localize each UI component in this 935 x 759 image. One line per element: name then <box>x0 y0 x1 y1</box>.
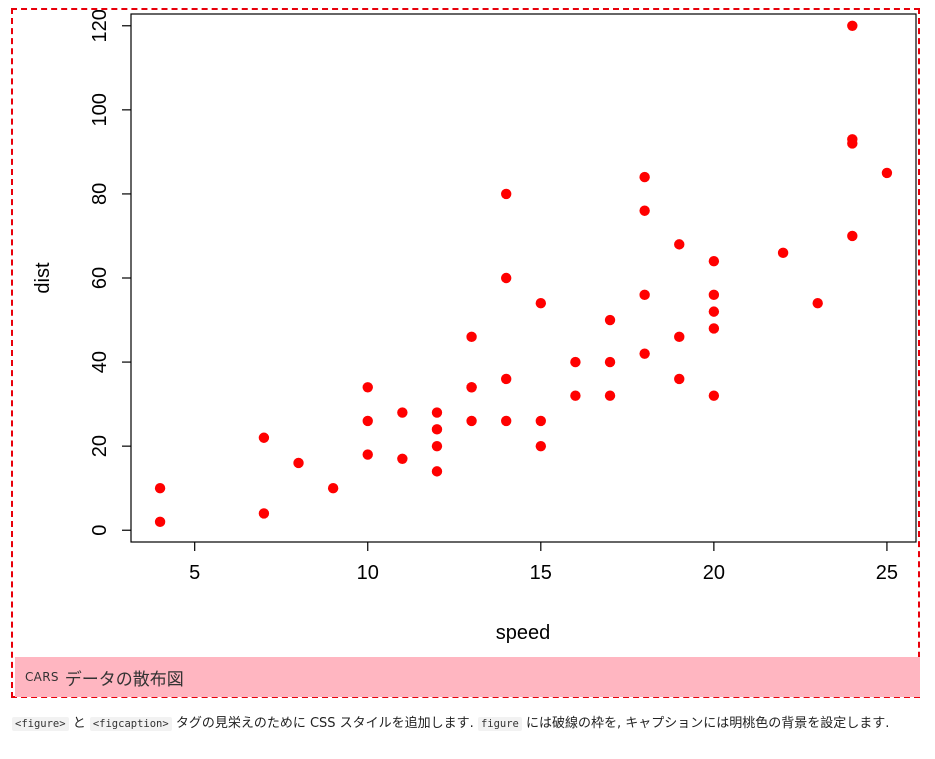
data-point <box>604 356 616 368</box>
data-point <box>500 188 512 200</box>
data-point <box>639 289 650 301</box>
data-point <box>397 407 408 418</box>
data-point <box>708 390 720 401</box>
x-tick-label: 15 <box>530 562 552 584</box>
figure: 5 10 15 20 25 0 20 40 60 80 100 120 speed dist CAR… <box>11 8 920 698</box>
x-tick-label: 10 <box>357 562 379 584</box>
y-tick-label: 80 <box>89 183 111 205</box>
y-tick-label: 40 <box>89 351 111 373</box>
note-conjunction: と <box>68 716 90 731</box>
data-point <box>466 382 477 393</box>
data-point <box>535 440 547 452</box>
code-figure-2: figure <box>477 717 522 731</box>
data-point <box>639 348 650 359</box>
data-point <box>674 373 685 385</box>
y-tick-label: 20 <box>89 435 111 457</box>
data-point <box>847 134 858 145</box>
data-point <box>431 407 443 418</box>
data-point <box>777 247 789 258</box>
x-axis: 5 10 15 20 25 <box>189 542 898 584</box>
x-tick-label: 25 <box>876 562 898 584</box>
description-note: <figure> と <figcaption> タグの見栄えのために CSS ス… <box>12 714 917 734</box>
data-point <box>431 466 443 477</box>
data-point <box>466 415 477 427</box>
x-axis-title: speed <box>496 622 551 644</box>
caption-prefix: CARS <box>25 670 59 684</box>
data-point <box>708 289 720 301</box>
code-figure: <figure> <box>12 717 69 731</box>
data-point <box>258 508 270 519</box>
scatter-plot: 5 10 15 20 25 0 20 40 60 80 100 120 speed dist <box>32 10 917 644</box>
data-point <box>708 255 720 267</box>
data-point <box>431 424 443 435</box>
data-points <box>154 20 893 528</box>
data-point <box>847 20 858 31</box>
data-point <box>847 230 858 242</box>
y-tick-label: 100 <box>89 93 111 126</box>
data-point <box>362 382 373 393</box>
code-figcaption: <figcaption> <box>89 717 172 731</box>
data-point <box>500 272 512 284</box>
x-tick-label: 20 <box>703 562 725 584</box>
data-point <box>570 356 581 368</box>
data-point <box>812 298 823 309</box>
data-point <box>500 373 512 385</box>
data-point <box>327 482 339 494</box>
x-tick-label: 5 <box>189 562 200 584</box>
plot-frame <box>130 13 917 543</box>
data-point <box>639 205 650 216</box>
data-point <box>431 440 443 452</box>
y-tick-label: 60 <box>89 267 111 289</box>
data-point <box>708 323 720 334</box>
note-text-2: には破線の枠を, キャプションには明桃色の背景を設定します. <box>521 716 890 731</box>
data-point <box>674 331 685 343</box>
data-point <box>708 306 720 317</box>
data-point <box>466 331 477 343</box>
data-point <box>362 415 373 427</box>
data-point <box>535 298 547 309</box>
y-tick-label: 0 <box>89 525 111 536</box>
note-text-1: タグの見栄えのために CSS スタイルを追加します. <box>171 716 478 731</box>
data-point <box>500 415 512 427</box>
data-point <box>604 314 616 326</box>
data-point <box>639 171 650 183</box>
data-point <box>397 453 408 464</box>
data-point <box>293 457 304 469</box>
y-tick-label: 120 <box>89 10 111 42</box>
data-point <box>154 482 166 494</box>
data-point <box>674 239 685 250</box>
data-point <box>881 167 893 179</box>
data-point <box>258 432 270 443</box>
caption-text: データの散布図 <box>64 669 184 690</box>
y-axis-title: dist <box>32 262 54 294</box>
figcaption: CARS データの散布図 <box>15 657 920 697</box>
data-point <box>570 390 581 401</box>
y-axis: 0 20 40 60 80 100 120 <box>89 10 131 536</box>
data-point <box>604 390 616 401</box>
data-point <box>535 415 547 427</box>
data-point <box>154 516 166 528</box>
data-point <box>362 449 373 460</box>
